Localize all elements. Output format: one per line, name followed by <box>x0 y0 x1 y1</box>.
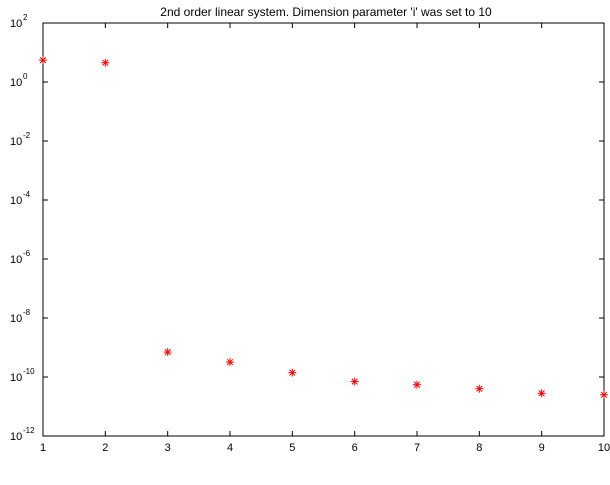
y-tick-label: 102 <box>10 13 28 30</box>
x-axis-tick-labels: 1 2 3 4 5 6 7 8 9 10 <box>40 442 610 454</box>
y-tick-label-base: 10 <box>10 431 22 443</box>
data-point <box>413 380 421 389</box>
data-point <box>288 368 297 377</box>
y-tick-label-base: 10 <box>10 313 22 325</box>
axis-ticks <box>42 22 605 437</box>
y-tick-label-exponent: 2 <box>23 13 28 22</box>
y-tick-label: 100 <box>10 72 28 89</box>
y-tick-label: 10-12 <box>10 426 35 443</box>
x-tick-label: 3 <box>165 442 171 454</box>
x-tick-label: 5 <box>289 442 295 454</box>
data-point <box>39 56 47 65</box>
y-tick-label: 10-6 <box>10 249 31 266</box>
y-tick-label-exponent: -8 <box>23 308 31 317</box>
x-tick-label: 6 <box>352 442 358 454</box>
y-tick-label: 10-10 <box>10 367 35 384</box>
y-tick-label-exponent: -10 <box>23 367 35 376</box>
x-tick-label: 10 <box>598 442 610 454</box>
data-point <box>163 348 172 357</box>
y-tick-label: 10-2 <box>10 131 31 148</box>
data-point <box>101 58 110 67</box>
x-tick-label: 8 <box>476 442 482 454</box>
data-point <box>600 390 608 399</box>
data-point <box>537 389 546 398</box>
y-tick-label-base: 10 <box>10 372 22 384</box>
data-point <box>350 377 359 386</box>
y-tick-label-exponent: 0 <box>23 72 28 81</box>
y-tick-label-exponent: -4 <box>23 190 31 199</box>
y-tick-label-exponent: -12 <box>23 426 35 435</box>
y-tick-label: 10-8 <box>10 308 31 325</box>
y-tick-label-base: 10 <box>10 195 22 207</box>
y-tick-label-exponent: -2 <box>23 131 31 140</box>
y-tick-label-base: 10 <box>10 254 22 266</box>
y-tick-label-base: 10 <box>10 136 22 148</box>
y-tick-label-base: 10 <box>10 18 22 30</box>
x-tick-label: 1 <box>40 442 46 454</box>
chart-title: 2nd order linear system. Dimension param… <box>160 5 492 19</box>
y-tick-label: 10-4 <box>10 190 31 207</box>
x-tick-label: 7 <box>414 442 420 454</box>
data-markers <box>39 56 608 399</box>
x-tick-label: 2 <box>102 442 108 454</box>
data-point <box>226 358 234 367</box>
x-tick-label: 4 <box>227 442 233 454</box>
x-tick-label: 9 <box>539 442 545 454</box>
y-tick-label-base: 10 <box>10 77 22 89</box>
plot-area-frame <box>42 22 605 437</box>
data-point <box>475 384 484 393</box>
y-tick-label-exponent: -6 <box>23 249 31 258</box>
